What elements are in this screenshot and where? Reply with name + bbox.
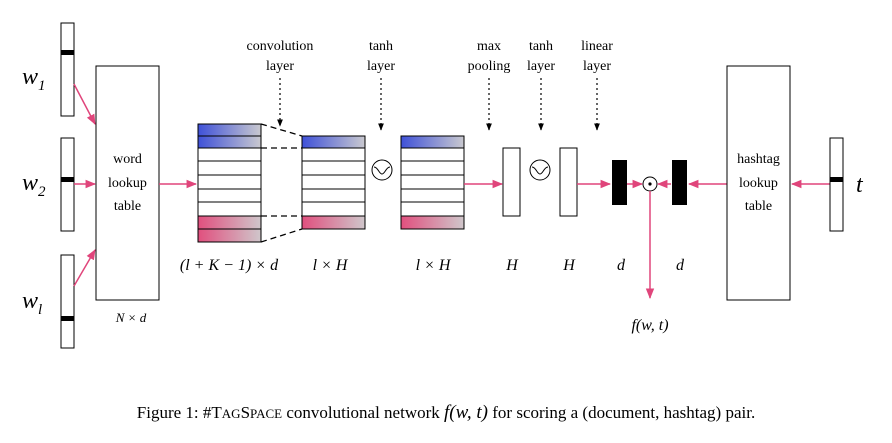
figure-caption: Figure 1: #TAGSPACE convolutional networ… (137, 402, 755, 423)
word-lookup-table (95, 65, 160, 301)
arrow-wl-to-lookup (73, 249, 96, 287)
label-convolution-layer-1: convolution (247, 39, 314, 54)
dim-tanh-output: l × H (416, 257, 452, 274)
tag-embedding (672, 160, 687, 205)
dim-pool: H (505, 257, 519, 274)
word-vector-w2 (60, 137, 75, 232)
tanh2-vector (559, 147, 578, 217)
word-vector-wl (60, 254, 75, 349)
word-lookup-line1: word (113, 152, 142, 167)
label-max-pooling-1: max (477, 39, 501, 54)
word-lookup-dims: N × d (115, 310, 147, 325)
conv-window-projection (260, 123, 303, 243)
tanh-icon-2 (529, 159, 551, 181)
hashtag-lookup-table (726, 65, 791, 301)
dim-tanh2: H (562, 257, 576, 274)
label-linear-layer-1: linear (581, 39, 613, 54)
word-vector-w1 (60, 22, 75, 117)
conv-output-matrix (301, 135, 366, 230)
label-tanh-layer-1: tanh (369, 39, 393, 54)
dim-tag-embed: d (676, 257, 685, 274)
label-w2: w2 (22, 170, 46, 200)
label-convolution-layer-2: layer (266, 59, 294, 74)
label-tanh2-layer-2: layer (527, 59, 555, 74)
doc-embedding (612, 160, 627, 205)
word-lookup-line2: lookup (108, 176, 147, 191)
score-label: f(w, t) (631, 317, 668, 334)
label-wl: wl (22, 288, 42, 318)
max-pool-vector (502, 147, 521, 217)
arrow-w1-to-lookup (73, 83, 96, 125)
hashtag-vector-t (829, 137, 844, 232)
dot-product-icon (642, 176, 658, 192)
dim-doc-embed: d (617, 257, 626, 274)
dim-conv-output: l × H (313, 257, 349, 274)
label-tanh-layer-2: layer (367, 59, 395, 74)
conv-input-matrix (197, 123, 262, 243)
label-max-pooling-2: pooling (468, 59, 511, 74)
tanh-icon (371, 159, 393, 181)
hashtag-lookup-line2: lookup (739, 176, 778, 191)
label-linear-layer-2: layer (583, 59, 611, 74)
label-tanh2-layer-1: tanh (529, 39, 553, 54)
hashtag-lookup-line3: table (745, 199, 772, 214)
label-w1: w1 (22, 64, 46, 94)
word-lookup-line3: table (114, 199, 141, 214)
label-t: t (856, 172, 864, 198)
tanh-output-matrix (400, 135, 465, 230)
dim-conv-input: (l + K − 1) × d (180, 257, 279, 274)
hashtag-lookup-line1: hashtag (737, 152, 780, 167)
